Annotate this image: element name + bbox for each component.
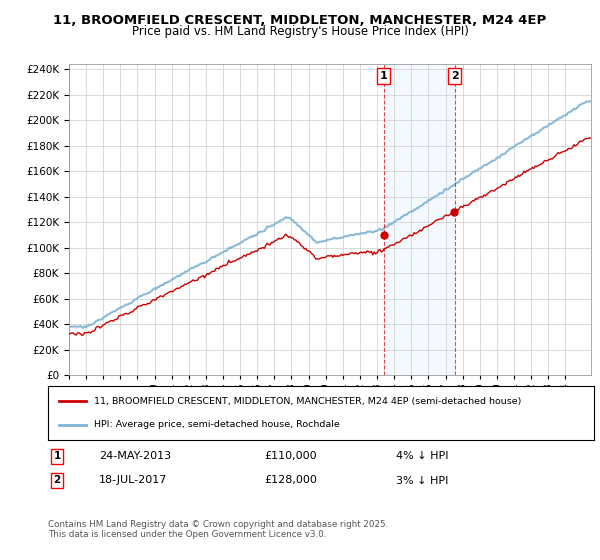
Text: 11, BROOMFIELD CRESCENT, MIDDLETON, MANCHESTER, M24 4EP: 11, BROOMFIELD CRESCENT, MIDDLETON, MANC…: [53, 14, 547, 27]
Text: 3% ↓ HPI: 3% ↓ HPI: [396, 475, 448, 486]
Text: 1: 1: [53, 451, 61, 461]
Text: 2: 2: [451, 71, 458, 81]
Text: Price paid vs. HM Land Registry's House Price Index (HPI): Price paid vs. HM Land Registry's House …: [131, 25, 469, 38]
Text: £128,000: £128,000: [264, 475, 317, 486]
Text: 1: 1: [380, 71, 388, 81]
Text: £110,000: £110,000: [264, 451, 317, 461]
Bar: [384, 64, 455, 375]
Text: 4% ↓ HPI: 4% ↓ HPI: [396, 451, 449, 461]
Text: Contains HM Land Registry data © Crown copyright and database right 2025.
This d: Contains HM Land Registry data © Crown c…: [48, 520, 388, 539]
Text: 2: 2: [53, 475, 61, 486]
Text: 18-JUL-2017: 18-JUL-2017: [99, 475, 167, 486]
Text: 11, BROOMFIELD CRESCENT, MIDDLETON, MANCHESTER, M24 4EP (semi-detached house): 11, BROOMFIELD CRESCENT, MIDDLETON, MANC…: [94, 397, 522, 406]
Text: HPI: Average price, semi-detached house, Rochdale: HPI: Average price, semi-detached house,…: [94, 420, 340, 429]
Text: 24-MAY-2013: 24-MAY-2013: [99, 451, 171, 461]
